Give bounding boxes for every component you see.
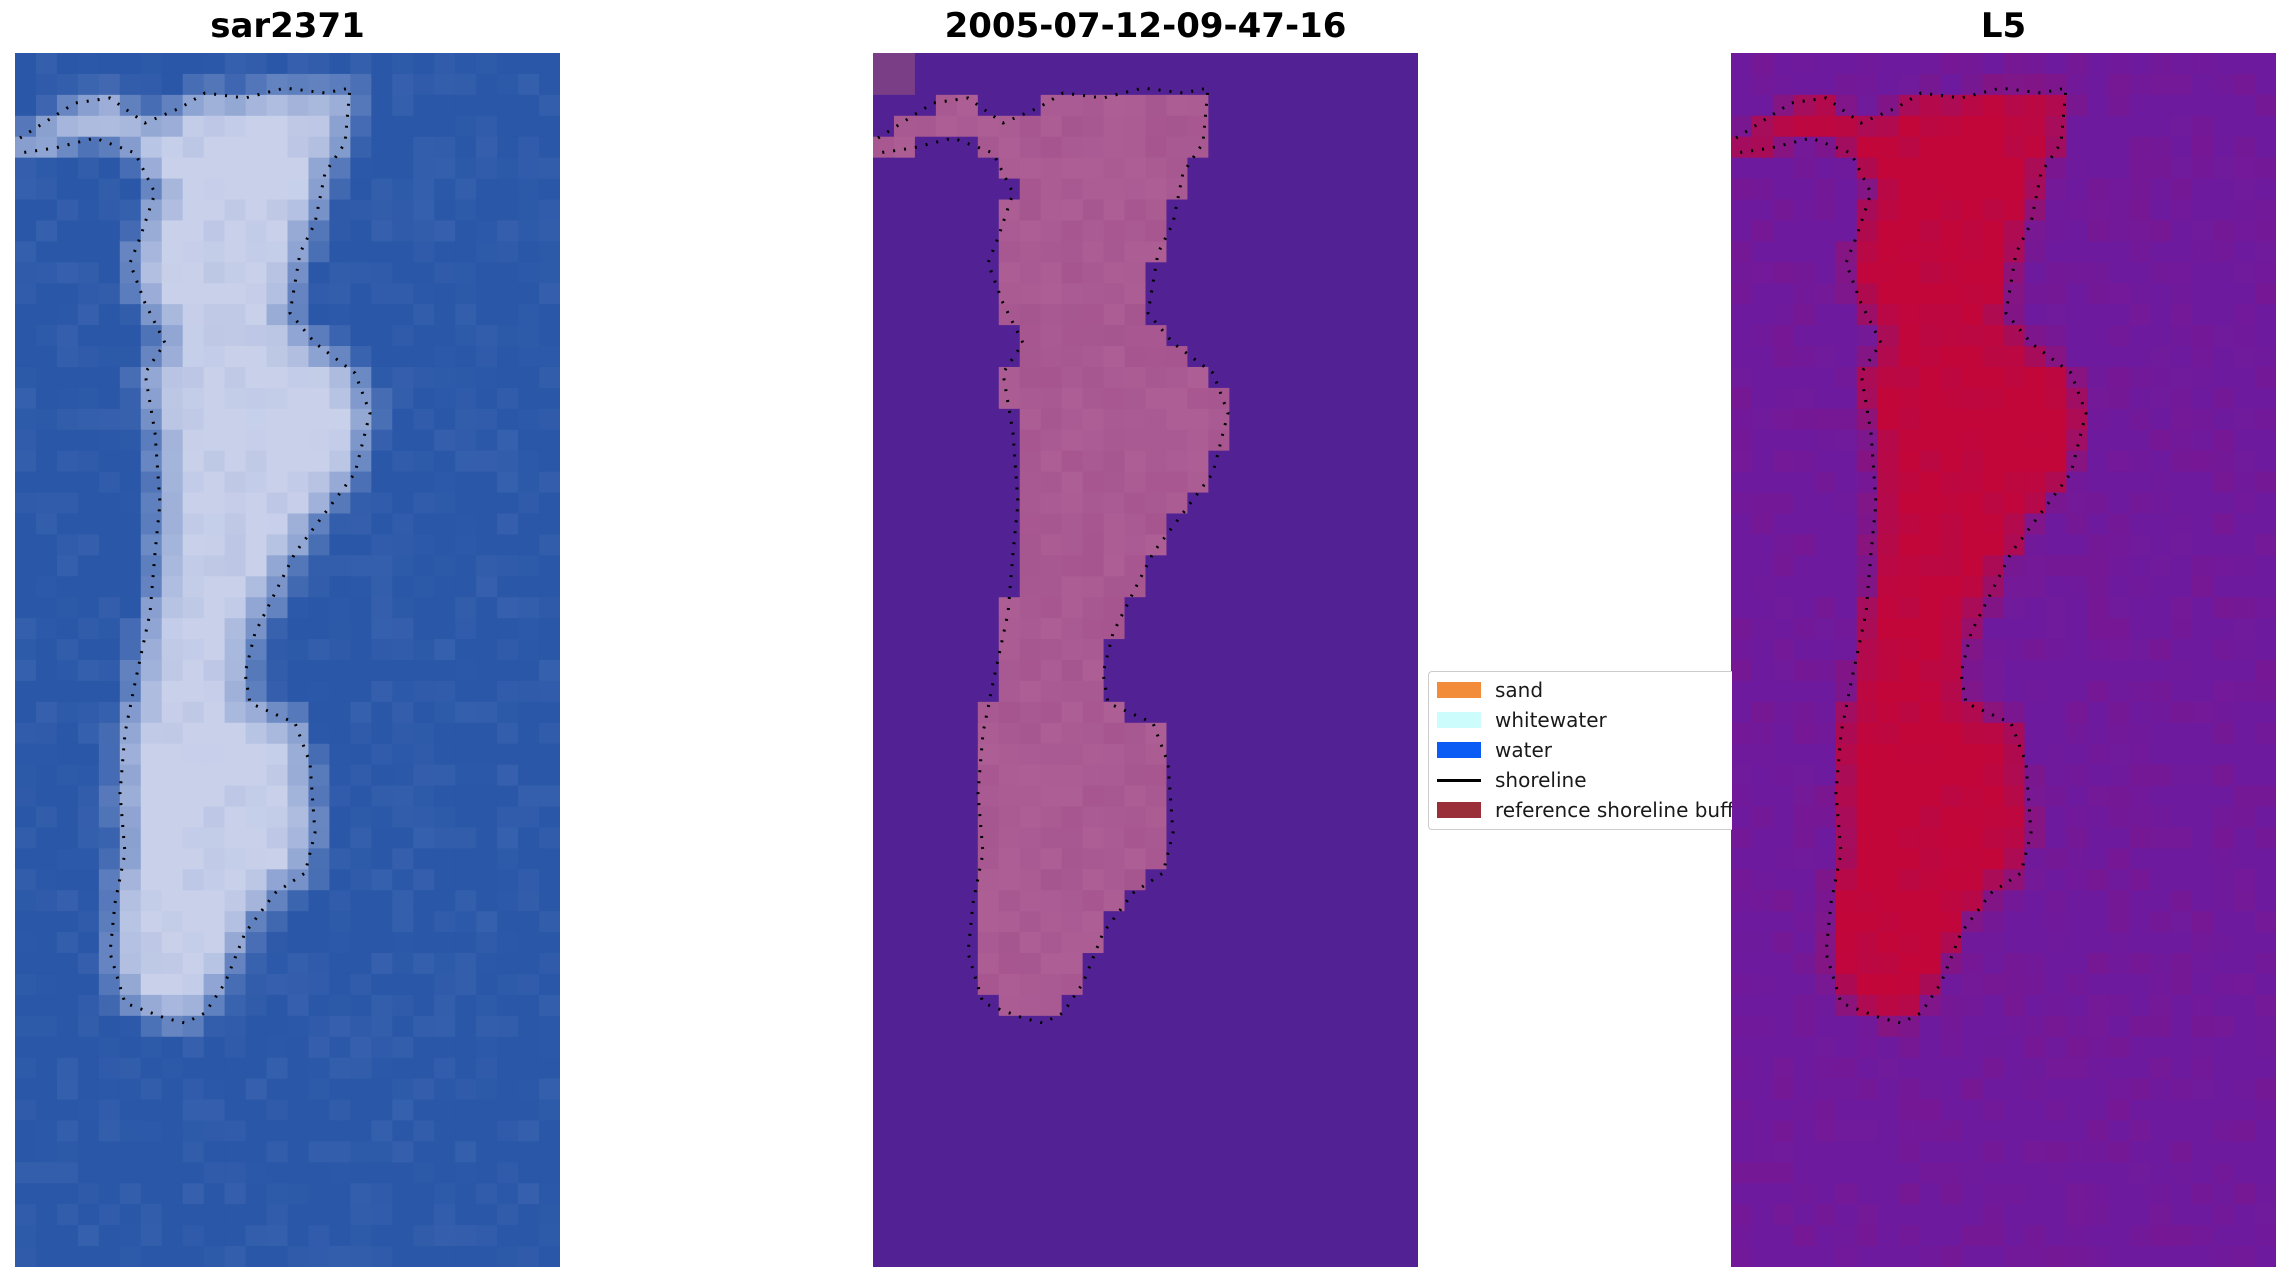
legend-label-water: water <box>1495 738 1552 762</box>
legend-swatch-water <box>1437 742 1481 758</box>
legend-label-reference-buffer: reference shoreline buffer <box>1495 798 1732 822</box>
index-image-canvas <box>1731 53 2276 1267</box>
shoreline-path <box>1735 86 2088 1025</box>
rgb-image-canvas <box>15 53 560 1267</box>
legend-label-whitewater: whitewater <box>1495 708 1607 732</box>
shoreline-path <box>877 86 1230 1025</box>
index-image-panel <box>1731 53 2276 1267</box>
classification-canvas <box>873 53 1418 1267</box>
legend-label-sand: sand <box>1495 678 1544 702</box>
legend-label-shoreline: shoreline <box>1495 768 1587 792</box>
legend-swatch-whitewater <box>1437 712 1481 728</box>
legend-swatch-reference-buffer <box>1437 802 1481 818</box>
rgb-image-panel <box>15 53 560 1267</box>
legend: sand whitewater water shoreline referenc… <box>1428 671 1732 830</box>
legend-line-shoreline <box>1437 779 1481 782</box>
panel-title-rgb: sar2371 <box>210 6 365 46</box>
panel-title-index: L5 <box>1980 6 2027 46</box>
legend-swatch-sand <box>1437 682 1481 698</box>
shoreline-path <box>19 86 372 1025</box>
classification-panel <box>873 53 1418 1267</box>
panel-title-classification: 2005-07-12-09-47-16 <box>944 6 1347 46</box>
